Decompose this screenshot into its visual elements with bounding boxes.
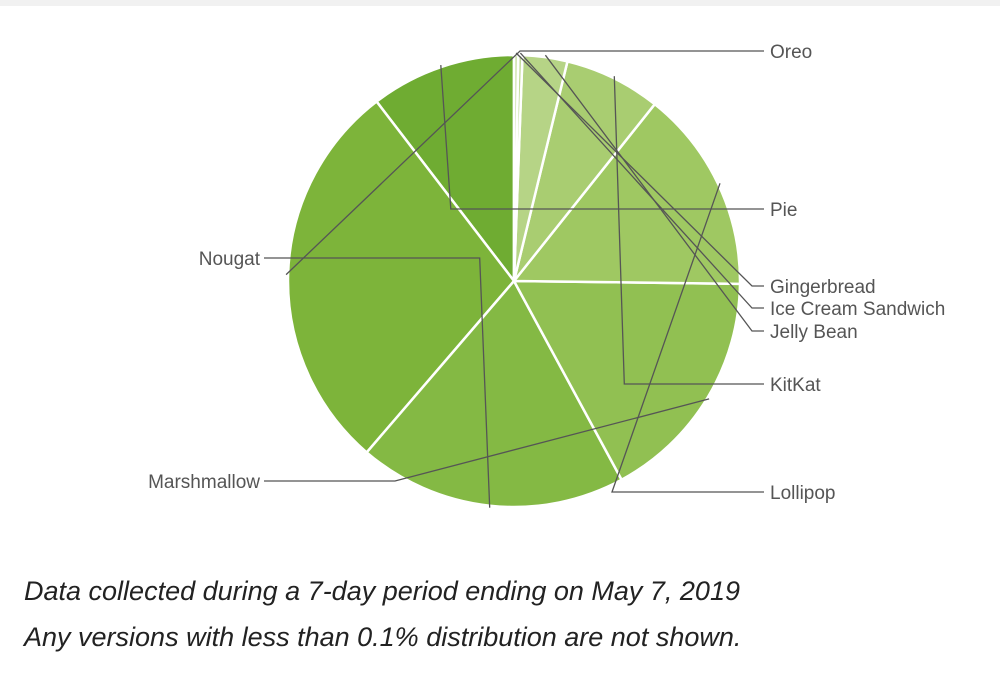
slice-label-lollipop: Lollipop <box>770 483 836 504</box>
leader-line-gingerbread <box>515 52 764 287</box>
top-divider <box>0 0 1000 6</box>
footer-caption-collection-period: Data collected during a 7-day period end… <box>24 576 740 606</box>
slice-label-jelly-bean: Jelly Bean <box>770 322 858 343</box>
slice-label-kitkat: KitKat <box>770 375 821 396</box>
pie-slice-marshmallow <box>512 279 742 481</box>
slice-label-nougat: Nougat <box>199 249 261 270</box>
leader-lines <box>264 50 764 508</box>
slice-label-oreo: Oreo <box>770 42 812 63</box>
pie-slices <box>286 53 742 509</box>
leader-line-oreo <box>285 50 764 276</box>
leader-line-jelly-bean <box>544 54 764 332</box>
slice-label-pie: Pie <box>770 200 797 221</box>
pie-slice-oreo <box>286 100 516 454</box>
leader-line-kitkat <box>613 76 764 385</box>
leader-line-pie <box>440 65 764 210</box>
slice-label-marshmallow: Marshmallow <box>148 472 260 493</box>
pie-chart: Pie Oreo Nougat Marshmallow Lollipop KitKat Je… <box>148 42 945 509</box>
slice-labels: Pie Oreo Nougat Marshmallow Lollipop KitKat Je… <box>148 42 945 504</box>
footer-caption-threshold-note: Any versions with less than 0.1% distrib… <box>24 622 742 652</box>
leader-line-marshmallow <box>264 398 710 482</box>
leader-line-ice-cream-sandwich <box>519 52 764 309</box>
slice-label-gingerbread: Gingerbread <box>770 277 876 298</box>
leader-line-lollipop <box>611 183 764 493</box>
leader-line-nougat <box>264 257 491 508</box>
slice-label-ice-cream-sandwich: Ice Cream Sandwich <box>770 299 945 320</box>
